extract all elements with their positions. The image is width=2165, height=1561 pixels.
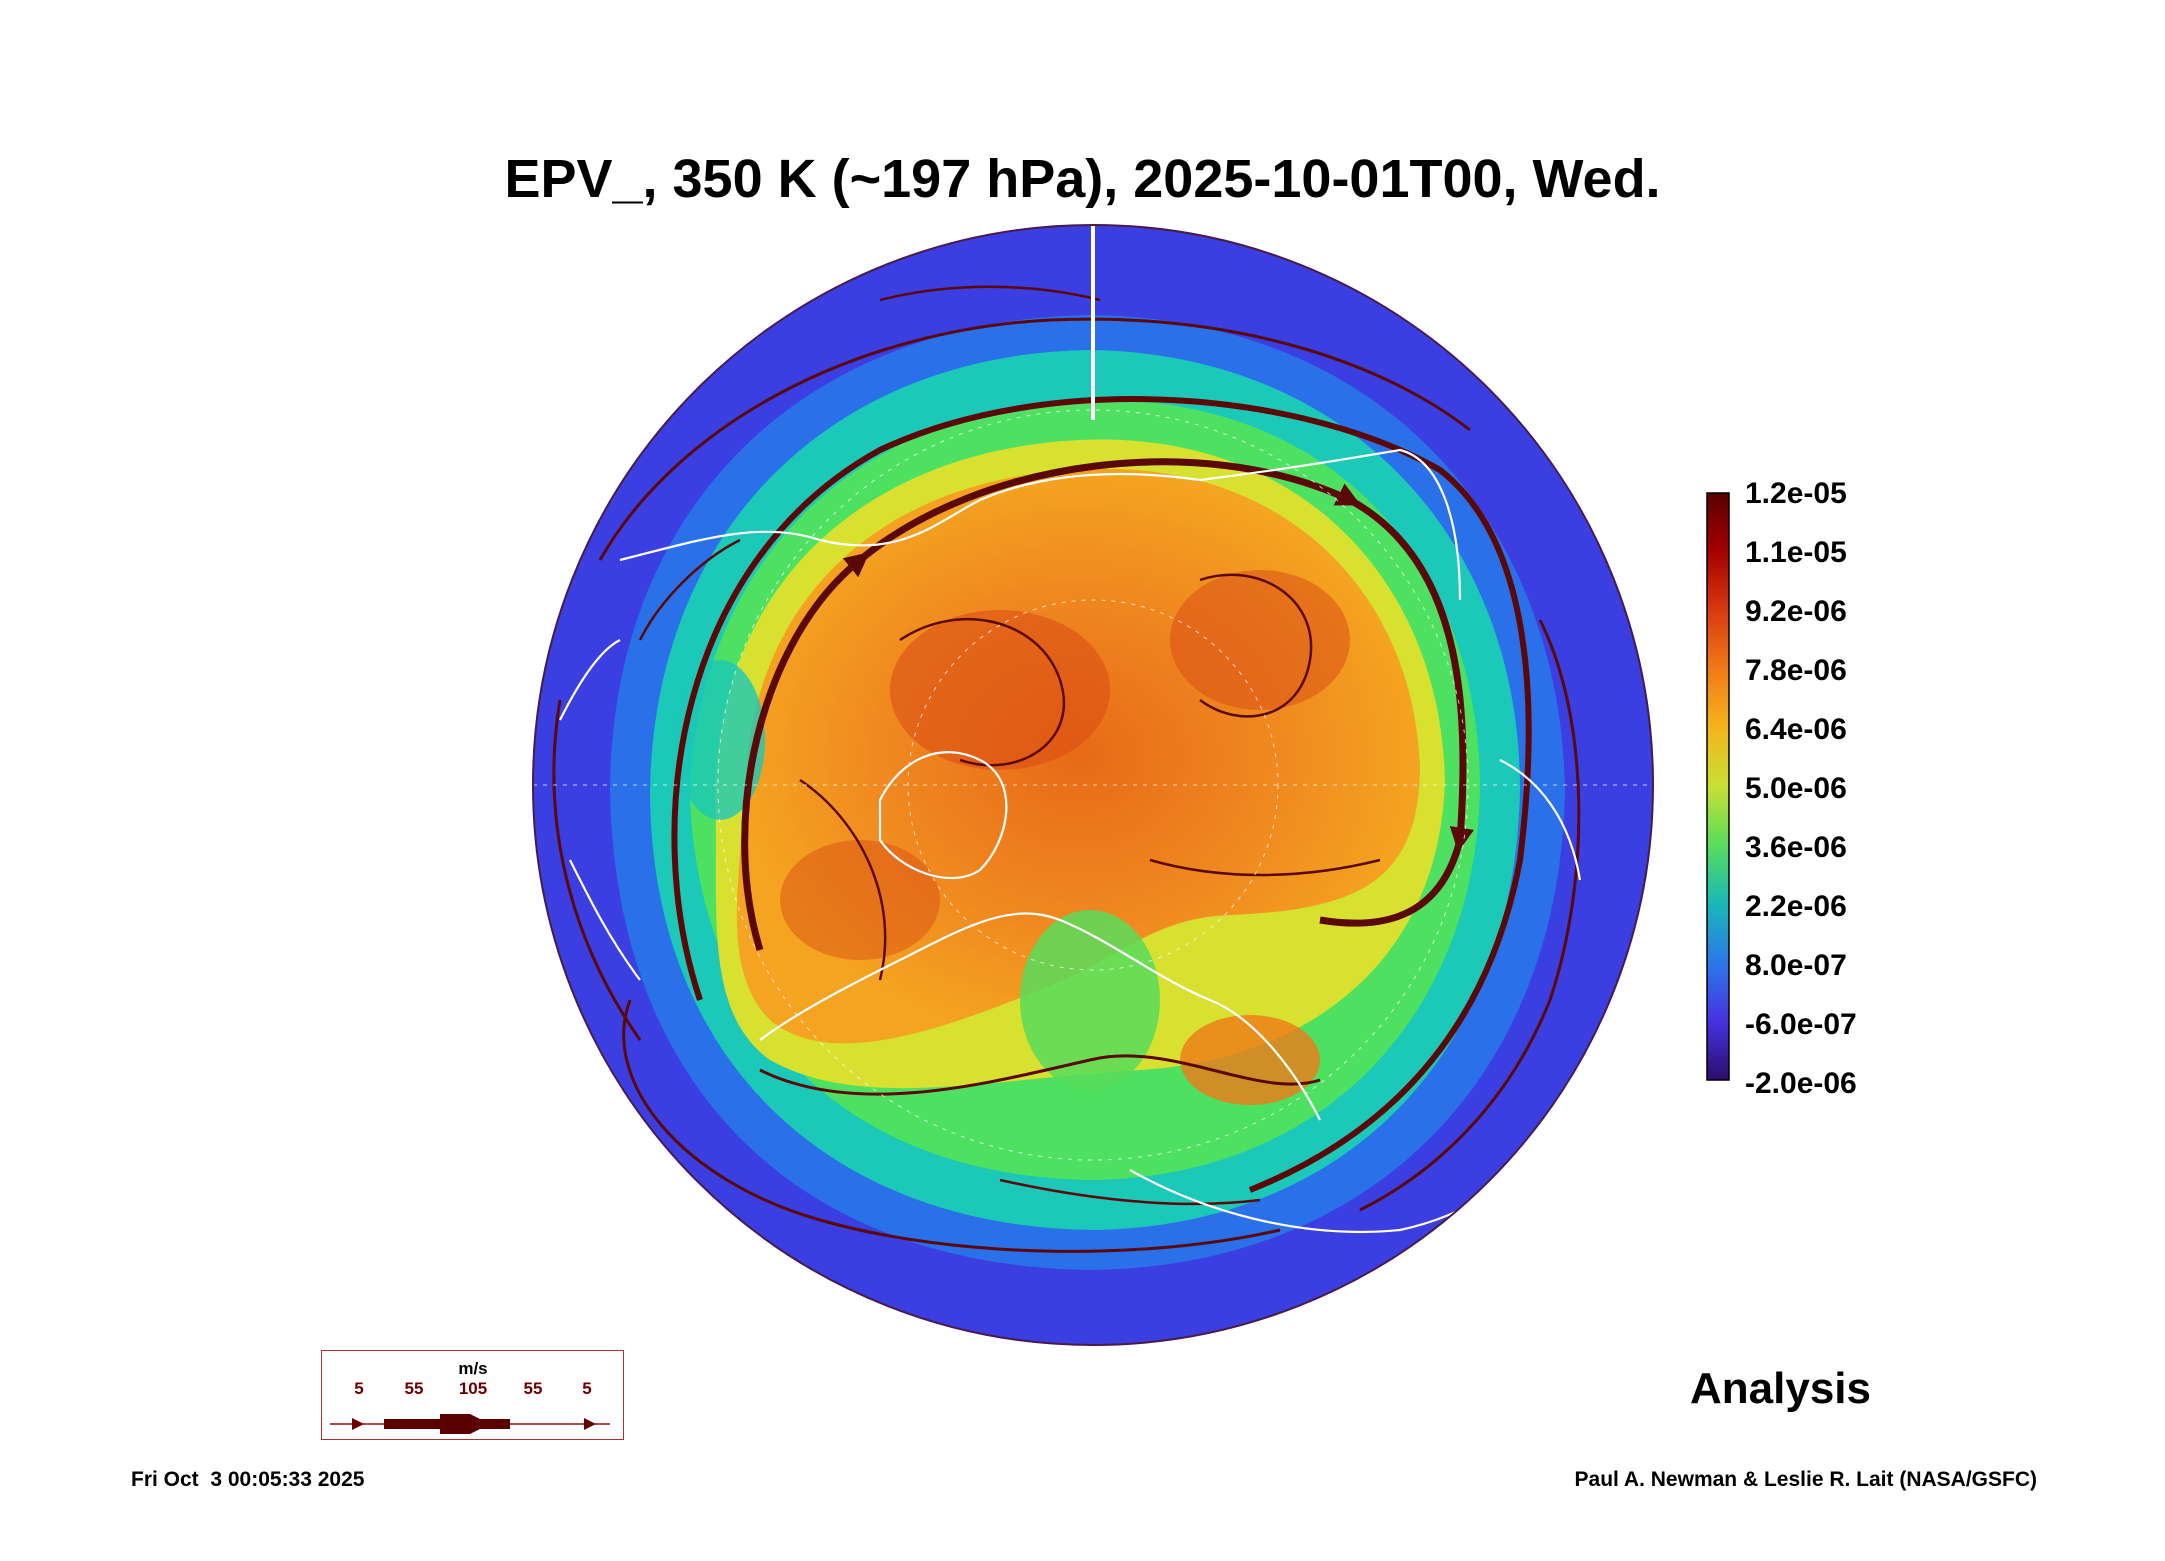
wind-speed-legend-glyph xyxy=(330,1414,610,1434)
colorbar-label: 1.2e-05 xyxy=(1745,477,1847,510)
streamline-11 xyxy=(999,1178,1261,1206)
colorbar-label: 7.8e-06 xyxy=(1745,654,1847,687)
colorbar xyxy=(1706,492,1730,1081)
timestamp: Fri Oct 3 00:05:33 2025 xyxy=(131,1468,365,1491)
wind-speed-legend: m/s 5 55 105 55 5 xyxy=(321,1350,624,1440)
wind-streamlines xyxy=(552,285,1581,1253)
analysis-label: Analysis xyxy=(1690,1364,1871,1413)
coastline-north-america xyxy=(759,912,1321,1121)
jet-streamline-main xyxy=(741,458,1475,952)
map-title: EPV_, 350 K (~197 hPa), 2025-10-01T00, W… xyxy=(504,149,1661,209)
wind-legend-tick: 5 xyxy=(354,1379,364,1398)
hot-spot-2 xyxy=(1170,570,1350,710)
streamline-8 xyxy=(799,778,887,981)
credit-line: Paul A. Newman & Leslie R. Lait (NASA/GS… xyxy=(1574,1468,2037,1491)
latitude-circle-50 xyxy=(717,409,1469,1161)
wind-legend-unit: m/s xyxy=(458,1359,488,1378)
cyan-pocket-left xyxy=(675,660,765,820)
colorbar-label: 8.0e-07 xyxy=(1745,949,1847,982)
map-border xyxy=(532,224,1654,1346)
colorbar-label: 1.1e-05 xyxy=(1745,536,1847,569)
streamline-4 xyxy=(1359,619,1581,1212)
streamline-7 xyxy=(1199,573,1313,718)
hot-spot-4 xyxy=(1180,1015,1320,1105)
colorbar-label: 5.0e-06 xyxy=(1745,772,1847,805)
wind-legend-tick: 5 xyxy=(582,1379,592,1398)
hot-spot-3 xyxy=(780,840,940,960)
coastline-greenland xyxy=(878,751,1008,880)
green-pocket xyxy=(1020,910,1160,1090)
coastline-eurasia xyxy=(619,448,1462,601)
colorbar-label: 6.4e-06 xyxy=(1745,713,1847,746)
hot-spot-1 xyxy=(890,610,1110,770)
streamline-5 xyxy=(759,1054,1321,1096)
streamline-1 xyxy=(622,999,1281,1253)
streamline-10 xyxy=(879,285,1101,302)
streamline-12 xyxy=(638,538,741,641)
colorbar-label: 9.2e-06 xyxy=(1745,595,1847,628)
colorbar-label: -2.0e-06 xyxy=(1745,1067,1857,1100)
coastline-east xyxy=(1499,759,1582,881)
streamline-2 xyxy=(598,317,1471,561)
wind-legend-tick: 55 xyxy=(404,1379,424,1398)
streamline-6 xyxy=(899,618,1066,767)
wind-legend-tick: 105 xyxy=(458,1379,488,1398)
latitude-circle-70 xyxy=(907,599,1279,971)
wind-legend-tick: 55 xyxy=(523,1379,543,1398)
jet-streamline-outer xyxy=(671,396,1532,1193)
streamline-9 xyxy=(1149,858,1381,877)
graticule xyxy=(533,409,1653,1161)
coastline-west xyxy=(559,639,641,981)
streamline-3 xyxy=(552,699,642,1041)
colorbar-label: 3.6e-06 xyxy=(1745,831,1847,864)
epv-field xyxy=(533,225,1653,1345)
colorbar-label: -6.0e-07 xyxy=(1745,1008,1857,1041)
colorbar-label: 2.2e-06 xyxy=(1745,890,1847,923)
